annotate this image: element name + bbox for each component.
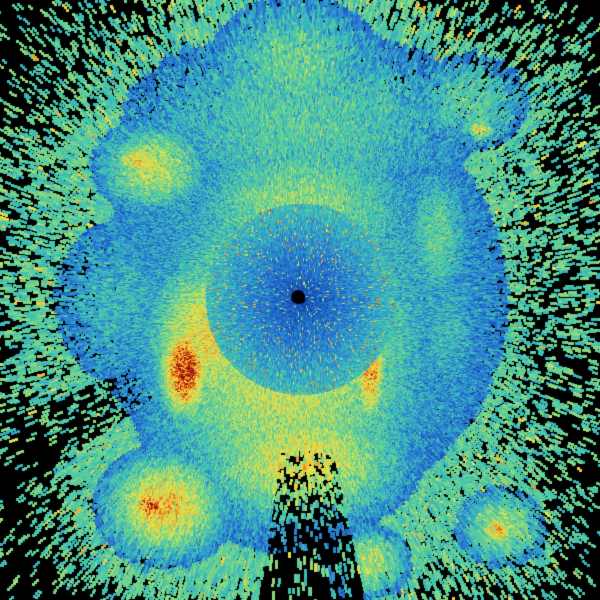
radar-display [0,0,600,600]
radar-reflectivity-canvas [0,0,600,600]
